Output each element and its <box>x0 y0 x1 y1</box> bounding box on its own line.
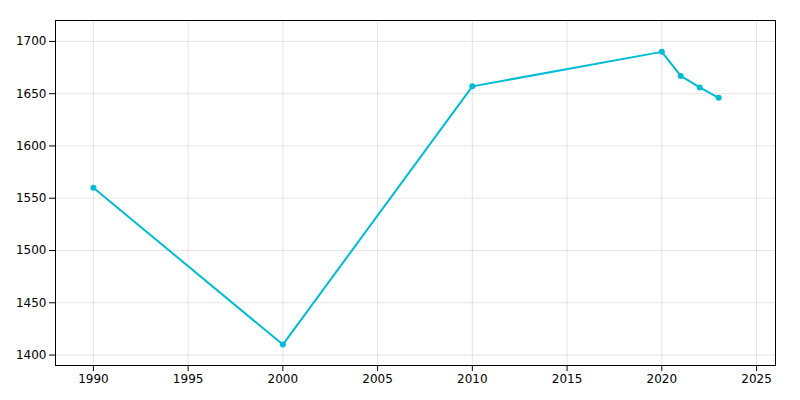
svg-text:1650: 1650 <box>16 87 47 101</box>
svg-text:1700: 1700 <box>16 34 47 48</box>
svg-text:1550: 1550 <box>16 191 47 205</box>
svg-text:2010: 2010 <box>457 372 488 386</box>
svg-text:2020: 2020 <box>647 372 678 386</box>
svg-text:1990: 1990 <box>78 372 109 386</box>
svg-text:1400: 1400 <box>16 348 47 362</box>
svg-text:2015: 2015 <box>552 372 583 386</box>
svg-text:1450: 1450 <box>16 296 47 310</box>
svg-text:2000: 2000 <box>268 372 299 386</box>
svg-text:1500: 1500 <box>16 243 47 257</box>
svg-text:2005: 2005 <box>362 372 393 386</box>
svg-text:1600: 1600 <box>16 139 47 153</box>
svg-text:2025: 2025 <box>741 372 772 386</box>
svg-text:1995: 1995 <box>173 372 204 386</box>
